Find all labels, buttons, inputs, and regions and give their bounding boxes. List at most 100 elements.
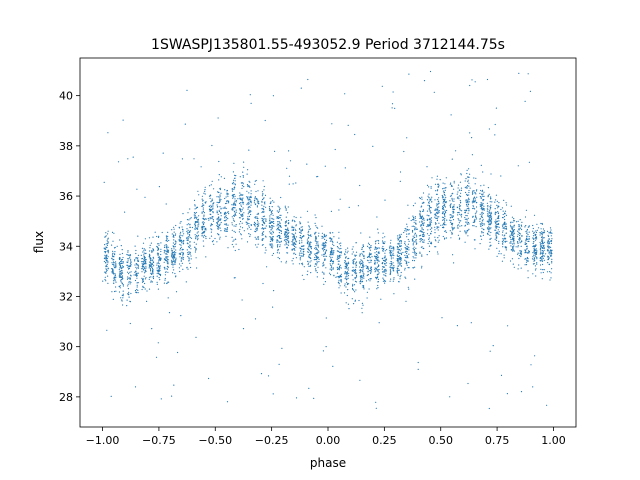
data-point xyxy=(145,263,147,265)
data-point xyxy=(292,242,294,244)
data-point xyxy=(241,227,244,229)
data-point xyxy=(421,196,423,198)
data-point xyxy=(197,234,199,236)
data-point xyxy=(292,219,294,221)
data-point xyxy=(480,238,483,240)
data-point xyxy=(248,222,250,225)
data-point xyxy=(404,254,406,256)
data-point xyxy=(285,238,287,240)
data-point xyxy=(129,271,131,273)
data-point xyxy=(322,261,324,263)
data-point xyxy=(103,260,105,263)
data-point xyxy=(511,243,514,245)
data-point xyxy=(534,253,536,255)
data-point xyxy=(489,245,491,247)
data-point xyxy=(399,278,401,280)
data-point xyxy=(411,240,413,242)
data-point xyxy=(226,217,228,219)
data-point xyxy=(173,228,175,230)
data-point xyxy=(390,249,392,251)
data-point xyxy=(181,158,183,160)
data-point xyxy=(128,281,130,283)
data-point xyxy=(233,202,235,204)
data-point xyxy=(488,224,490,226)
data-point xyxy=(483,191,485,193)
data-point xyxy=(276,229,278,231)
data-point xyxy=(467,212,469,214)
data-point xyxy=(248,192,250,194)
data-point xyxy=(502,243,504,245)
data-point xyxy=(287,252,289,254)
data-point xyxy=(258,201,260,203)
data-point xyxy=(308,244,310,246)
data-point xyxy=(195,243,197,245)
data-point xyxy=(361,302,363,304)
data-point xyxy=(137,266,139,268)
data-point xyxy=(498,202,500,204)
data-point xyxy=(158,265,160,267)
data-point xyxy=(148,256,150,258)
data-point xyxy=(457,187,459,189)
data-point xyxy=(504,241,506,243)
data-point xyxy=(502,210,504,212)
data-point xyxy=(224,189,226,191)
data-point xyxy=(211,209,213,211)
data-point xyxy=(469,187,471,189)
data-point xyxy=(355,254,357,256)
data-point xyxy=(389,270,391,272)
data-point xyxy=(250,224,252,227)
data-point xyxy=(436,205,438,207)
data-point xyxy=(119,270,121,272)
data-point xyxy=(400,262,402,264)
data-point xyxy=(242,328,245,330)
data-point xyxy=(102,280,104,282)
data-point xyxy=(506,393,508,395)
data-point xyxy=(212,220,215,222)
data-point xyxy=(307,237,309,239)
data-point xyxy=(501,207,503,209)
data-point xyxy=(542,257,545,259)
data-point xyxy=(452,208,454,210)
data-point xyxy=(392,91,394,93)
data-point xyxy=(465,201,467,203)
data-point xyxy=(430,232,432,234)
data-point xyxy=(339,248,341,250)
data-point xyxy=(414,202,416,204)
data-point xyxy=(239,223,241,225)
data-point xyxy=(413,225,415,227)
data-point xyxy=(232,171,234,173)
data-point xyxy=(163,246,166,248)
data-point xyxy=(460,195,462,198)
data-point xyxy=(471,154,473,156)
data-point xyxy=(262,180,264,182)
data-point xyxy=(128,291,130,293)
data-point xyxy=(287,227,289,229)
data-point xyxy=(471,193,474,195)
data-point xyxy=(488,215,490,217)
data-point xyxy=(474,81,476,83)
data-point xyxy=(384,269,386,271)
data-point xyxy=(461,225,463,227)
data-point xyxy=(512,233,514,235)
data-point xyxy=(261,198,264,201)
data-point xyxy=(384,252,386,254)
data-point xyxy=(262,198,264,200)
data-point xyxy=(114,280,116,282)
data-point xyxy=(239,209,241,212)
data-point xyxy=(106,269,108,271)
data-point xyxy=(344,93,346,95)
data-point xyxy=(486,78,489,81)
data-point xyxy=(542,240,544,242)
data-point xyxy=(179,239,181,242)
data-point xyxy=(384,250,386,252)
data-point xyxy=(317,227,319,229)
data-point xyxy=(322,250,325,252)
data-point xyxy=(541,250,544,252)
data-point xyxy=(336,276,338,278)
data-point xyxy=(532,386,534,388)
data-point xyxy=(458,207,461,209)
data-point xyxy=(291,229,293,231)
data-point xyxy=(505,249,507,251)
data-point xyxy=(135,272,137,274)
data-point xyxy=(285,260,287,262)
